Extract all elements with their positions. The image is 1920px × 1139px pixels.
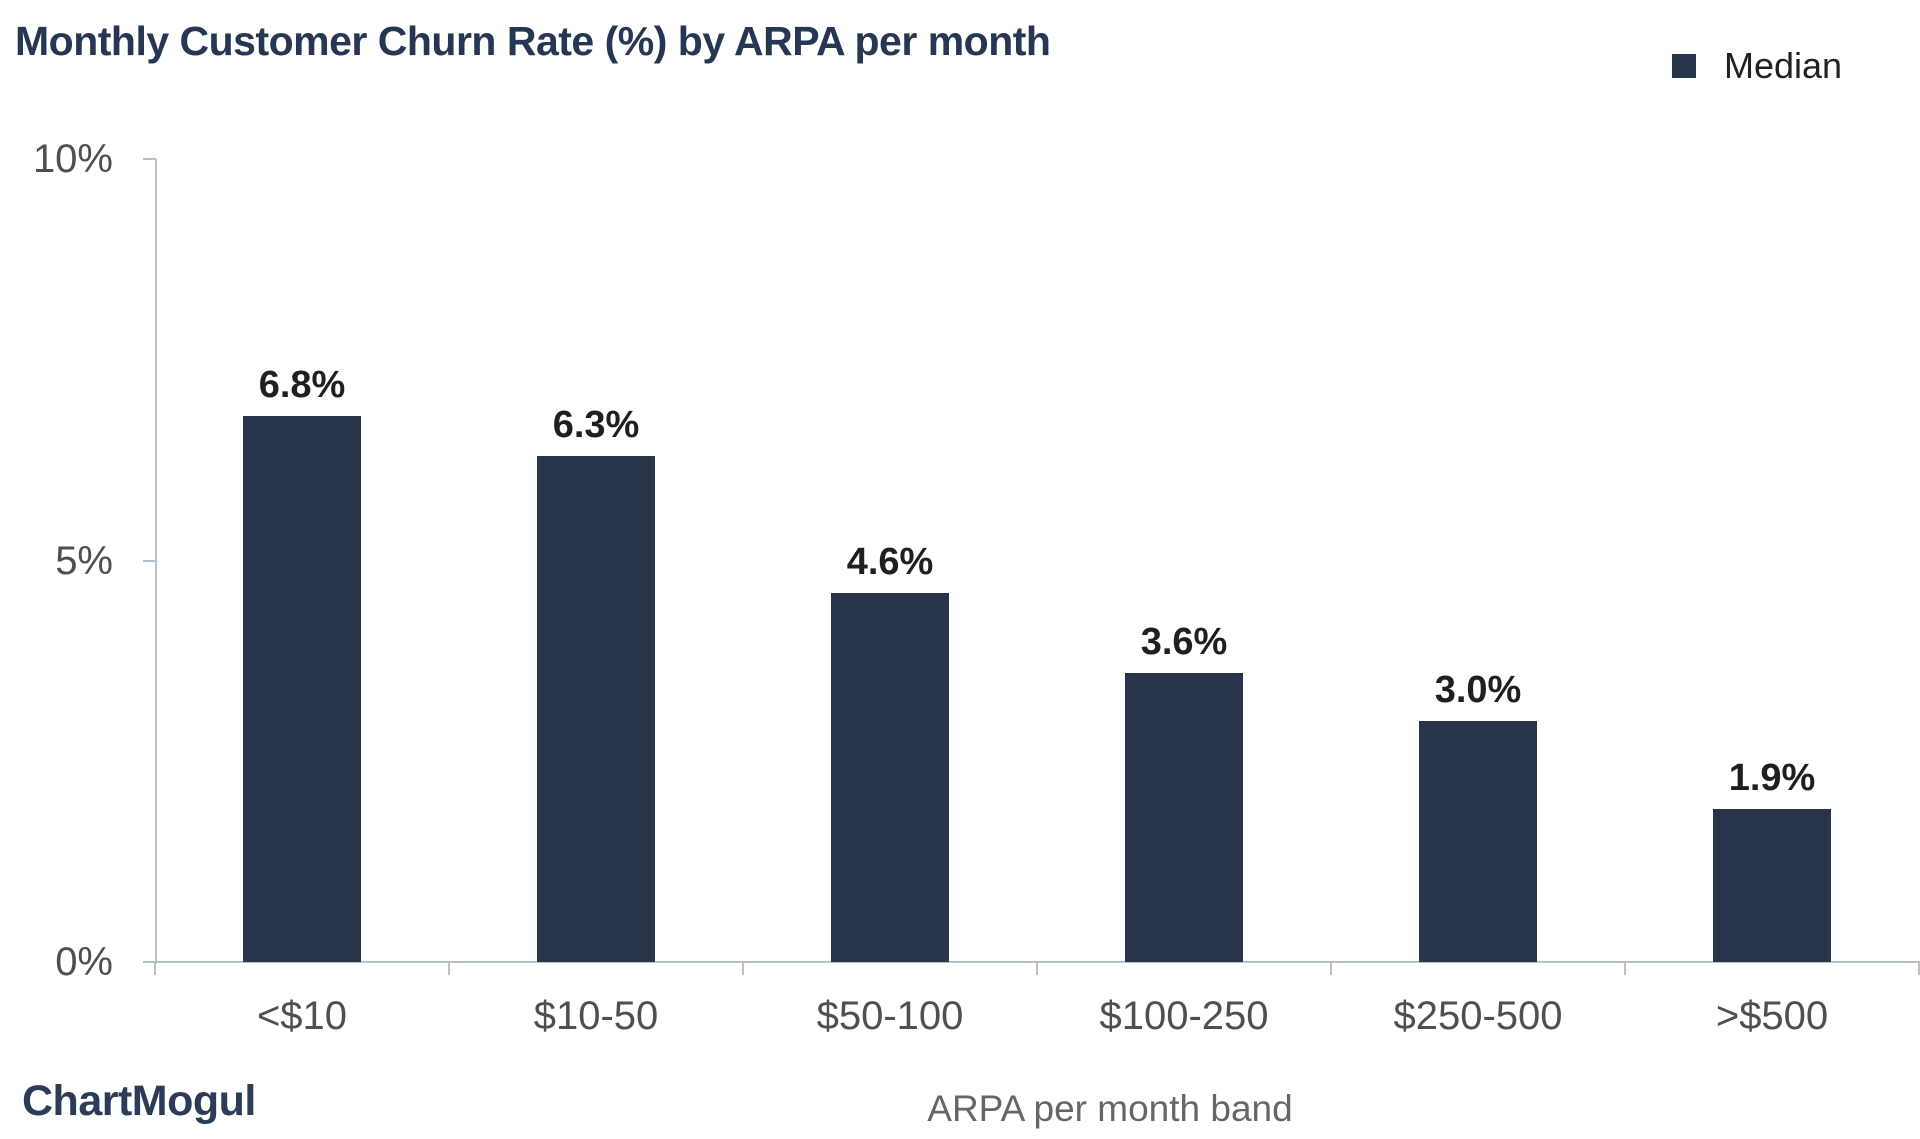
- bar-value-label: 4.6%: [846, 540, 934, 583]
- chartmogul-logo: ChartMogul: [22, 1077, 256, 1125]
- x-axis-category-label: $10-50: [533, 994, 659, 1038]
- y-axis-tick: [143, 158, 156, 160]
- x-axis-title: ARPA per month band: [927, 1088, 1293, 1129]
- bar-value-label: 6.3%: [552, 404, 640, 447]
- x-axis-tick: [448, 962, 450, 975]
- bar-value-label: 6.8%: [258, 363, 346, 406]
- x-axis-tick: [1330, 962, 1332, 975]
- legend-item-median[interactable]: Median: [1672, 44, 1842, 88]
- y-axis-tick: [143, 961, 156, 963]
- bar-$100-250: [1125, 672, 1243, 962]
- y-axis-line: [155, 159, 157, 964]
- bar-$250-500: [1419, 721, 1537, 962]
- bar-$10-50: [537, 456, 655, 962]
- x-axis-category-label: >$500: [1715, 994, 1829, 1038]
- y-axis-tick-label: 10%: [32, 137, 113, 181]
- y-axis-tick-label: 5%: [55, 538, 113, 583]
- x-axis-tick: [1624, 962, 1626, 975]
- x-axis-category-label: <$10: [256, 994, 348, 1038]
- x-axis-category-label: $250-500: [1393, 994, 1563, 1038]
- x-axis-tick: [154, 962, 156, 975]
- legend-label: Median: [1724, 45, 1843, 86]
- bar-value-label: 3.6%: [1140, 620, 1228, 663]
- legend-swatch-icon: [1672, 54, 1696, 78]
- bar-<$10: [243, 415, 361, 962]
- x-axis-line: [143, 961, 1920, 963]
- chart-title: Monthly Customer Churn Rate (%) by ARPA …: [15, 18, 1051, 64]
- x-axis-tick: [1918, 962, 1920, 975]
- y-axis-tick: [143, 559, 156, 562]
- x-axis-tick: [742, 962, 744, 975]
- bar-value-label: 3.0%: [1434, 669, 1522, 712]
- y-axis-tick-label: 0%: [55, 940, 113, 984]
- bar-value-label: 1.9%: [1728, 757, 1816, 800]
- x-axis-category-label: $100-250: [1099, 994, 1269, 1038]
- bar->$500: [1713, 809, 1831, 962]
- bar-$50-100: [831, 592, 949, 962]
- x-axis-tick: [1036, 962, 1038, 975]
- x-axis-category-label: $50-100: [816, 994, 964, 1038]
